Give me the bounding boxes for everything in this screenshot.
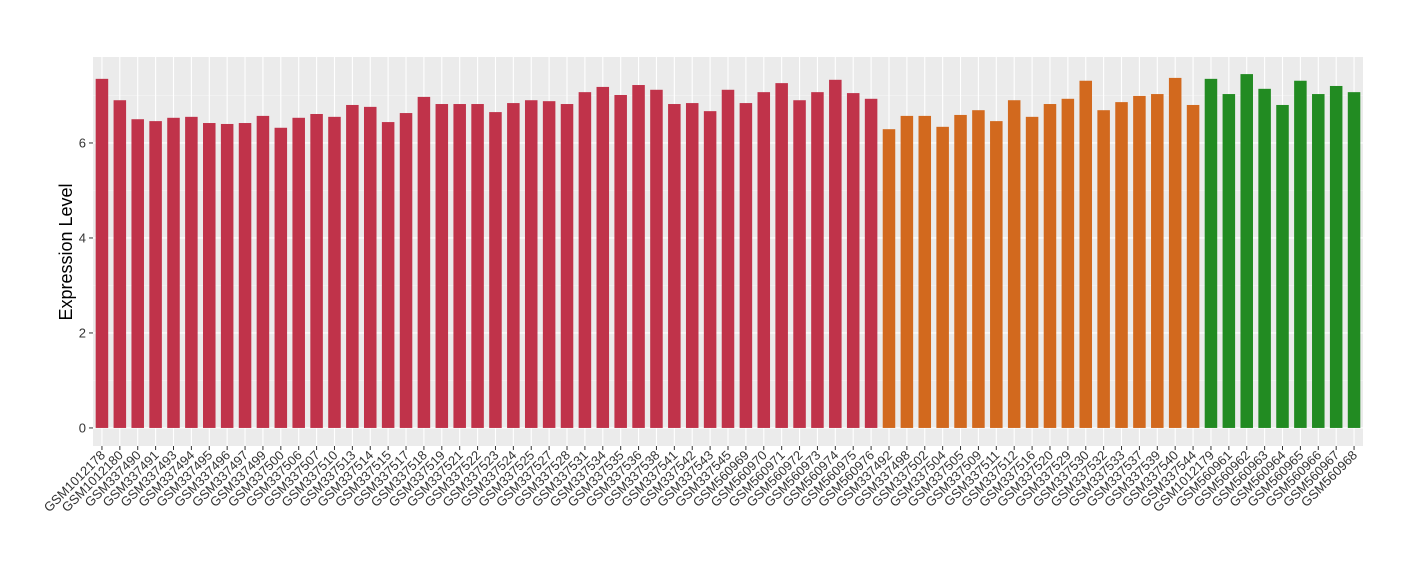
bar	[238, 123, 252, 428]
bar	[1222, 94, 1236, 428]
bar	[1312, 94, 1325, 428]
bar	[149, 121, 162, 428]
bar	[1186, 104, 1200, 428]
bar	[542, 101, 556, 428]
bar	[1079, 80, 1093, 428]
bar	[328, 116, 341, 428]
bar	[936, 126, 949, 428]
bar	[900, 115, 914, 428]
bar	[972, 110, 985, 428]
bar	[95, 78, 109, 428]
bar	[471, 104, 484, 428]
bar	[668, 104, 681, 428]
bar	[739, 103, 753, 428]
bar	[203, 123, 216, 428]
bar	[399, 113, 413, 428]
bar	[1240, 74, 1253, 428]
bar	[1276, 104, 1289, 428]
y-tick-label: 0	[79, 420, 86, 435]
bar	[632, 85, 645, 428]
y-axis-title: Expression Level	[56, 183, 76, 320]
bar	[1115, 102, 1128, 428]
bar	[990, 121, 1003, 428]
bar	[524, 100, 538, 428]
bar	[1151, 94, 1164, 428]
bar	[381, 122, 395, 428]
bar	[650, 89, 663, 428]
bar	[131, 119, 144, 428]
bar	[954, 114, 967, 428]
bar	[614, 94, 627, 428]
bar	[292, 117, 305, 428]
bar	[1347, 92, 1361, 428]
bar	[846, 93, 860, 428]
bar	[596, 86, 610, 428]
bar	[1258, 88, 1271, 428]
bar	[775, 83, 788, 428]
bar	[1007, 100, 1021, 428]
bar	[310, 113, 323, 428]
bar	[1133, 95, 1146, 428]
bar	[793, 100, 806, 428]
bar	[757, 92, 771, 428]
bar	[1329, 85, 1343, 428]
bar	[918, 115, 932, 428]
bar	[363, 106, 377, 428]
bar	[113, 100, 127, 428]
bar	[1204, 78, 1218, 428]
bar	[703, 111, 717, 428]
bar	[274, 127, 288, 428]
bar	[1043, 104, 1057, 428]
y-tick-label: 6	[79, 135, 86, 150]
bar	[453, 104, 466, 428]
bar	[346, 104, 359, 428]
bar	[721, 89, 735, 428]
bar	[1025, 116, 1039, 428]
bar	[489, 112, 502, 428]
bar	[1294, 80, 1307, 428]
y-tick-label: 4	[79, 230, 86, 245]
bar	[185, 116, 198, 428]
bar	[882, 129, 896, 428]
bar	[578, 92, 592, 428]
bar	[560, 104, 574, 428]
bar	[1061, 98, 1075, 428]
y-tick-label: 2	[79, 325, 86, 340]
bar	[864, 98, 878, 428]
bar	[829, 79, 842, 428]
bar	[1168, 77, 1182, 428]
bar	[435, 104, 449, 428]
bar	[685, 103, 699, 428]
bar	[1097, 110, 1110, 428]
bar	[167, 117, 180, 428]
bar	[507, 103, 520, 428]
bar	[417, 96, 431, 428]
bar	[811, 92, 824, 428]
bar	[256, 115, 270, 428]
bar	[220, 123, 234, 428]
